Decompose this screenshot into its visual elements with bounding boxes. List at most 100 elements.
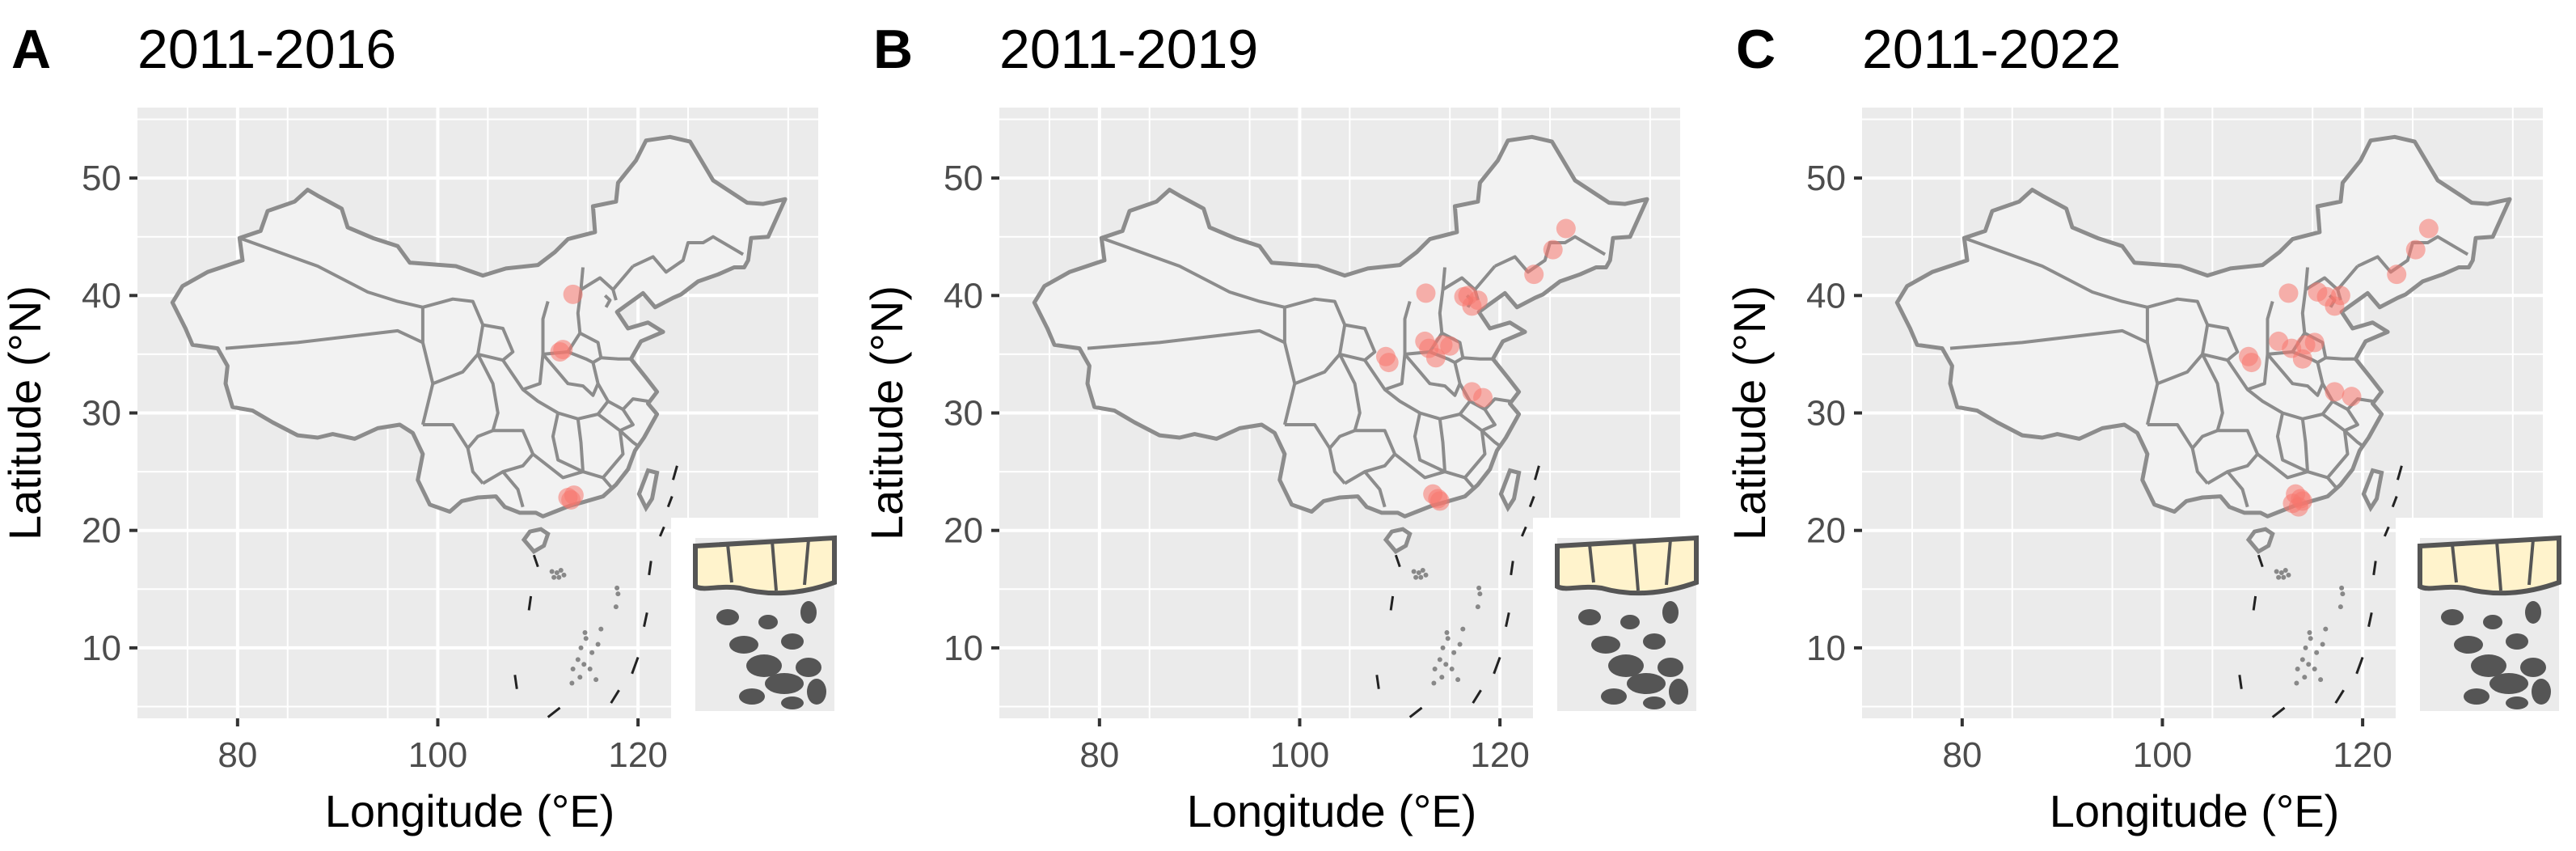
province-border (1339, 323, 1377, 362)
panel-c-letter: C (1736, 19, 1776, 80)
inset-island (2483, 615, 2502, 629)
island-dot (1416, 569, 1421, 575)
province-border (2145, 307, 2160, 426)
island-dot (554, 569, 560, 575)
inset-island (716, 609, 739, 625)
data-point (1473, 387, 1493, 408)
island-dot (549, 569, 555, 574)
data-point (2405, 239, 2426, 260)
data-point (2238, 346, 2258, 366)
nine-dash-line-segment (2367, 612, 2373, 628)
province-border (2226, 301, 2274, 392)
panel-c-axes: 80 100 120 10 20 30 40 50 (1806, 159, 2392, 775)
data-point (2330, 286, 2350, 306)
island-dot (2294, 680, 2299, 686)
island-dot (2320, 641, 2325, 647)
province-border (551, 413, 585, 474)
data-point (2418, 218, 2439, 239)
x-tick-label: 100 (1270, 735, 1329, 775)
x-tick-label: 80 (217, 735, 257, 775)
inset-island (2441, 609, 2464, 625)
island-dot (1423, 572, 1429, 578)
inset-island (729, 636, 758, 654)
inset-border (803, 539, 810, 586)
data-point (550, 342, 570, 362)
province-border (1363, 301, 1412, 392)
panel-c-inset (2396, 518, 2561, 725)
island-dot (2281, 574, 2287, 580)
nine-dash-line-segment (1472, 689, 1482, 704)
province-border (619, 429, 640, 447)
island-dot (589, 650, 595, 655)
x-tick-label: 120 (2333, 735, 2392, 775)
island-dot (1418, 574, 1424, 580)
nine-dash-line-segment (2238, 675, 2243, 689)
nine-dash-line-segment (1510, 561, 1514, 576)
data-point (1425, 348, 1446, 368)
province-border (1441, 267, 1446, 290)
inset-island (1601, 688, 1627, 705)
province-border (1413, 413, 1446, 474)
panel-c-points (2238, 218, 2439, 517)
y-tick-label: 40 (1806, 276, 1846, 315)
nine-dash-line-segment (658, 526, 665, 537)
province-border (1282, 307, 1297, 426)
province-border (603, 294, 612, 308)
panel-a-points (550, 284, 584, 510)
nine-dash-line-segment (2391, 496, 2398, 508)
province-border (531, 452, 584, 480)
y-tick-label: 50 (1806, 159, 1846, 198)
x-tick-label: 120 (608, 735, 667, 775)
panel-b-y-axis-title: Latitude (°N) (861, 286, 912, 540)
inset-border (2495, 540, 2502, 591)
island-dot (578, 645, 584, 650)
inset-mainland (1555, 535, 1699, 596)
province-border (2246, 387, 2334, 421)
island-dot (2323, 626, 2329, 632)
province-border (2266, 353, 2325, 397)
island-dot (2339, 585, 2345, 591)
nine-dash-line-segment (631, 656, 640, 675)
nine-dash-line-segment (643, 612, 648, 628)
inset-island (781, 696, 804, 709)
inset-border (1588, 544, 1595, 583)
province-border (2147, 423, 2209, 485)
nine-dash-line-segment (2383, 526, 2390, 537)
province-border (420, 307, 435, 426)
inset-border (726, 544, 733, 583)
island-dot (598, 626, 604, 632)
nine-dash-line-segment (1375, 675, 1380, 689)
island-dot (2299, 657, 2305, 663)
province-border (541, 353, 600, 397)
island-dot (1457, 641, 1463, 647)
data-point (2288, 497, 2308, 517)
inset-island (2506, 633, 2528, 650)
island-dot (1420, 568, 1425, 574)
inset-island (1669, 679, 1688, 705)
island-dot (1432, 667, 1438, 672)
y-tick-label: 30 (944, 394, 983, 434)
y-tick-label: 30 (82, 394, 121, 434)
island-dot (2337, 604, 2343, 610)
island-dot (575, 657, 581, 663)
island-dot (2314, 650, 2320, 655)
hainan-island (1383, 527, 1413, 555)
y-tick-label: 40 (944, 276, 983, 315)
inset-mainland (693, 535, 837, 596)
inset-mainland (2418, 535, 2561, 596)
nine-dash-line-segment (532, 554, 539, 568)
data-point (1556, 218, 1576, 239)
province-border (2336, 265, 2359, 291)
island-dot (581, 662, 587, 667)
island-dot (2318, 677, 2324, 683)
nine-dash-line-segment (2271, 706, 2286, 718)
inset-island (2520, 658, 2546, 677)
inset-island (1608, 654, 1644, 677)
island-dot (593, 677, 599, 683)
province-border (1363, 470, 1387, 508)
province-border (1328, 353, 1362, 450)
inset-island (2489, 673, 2528, 694)
inset-island (1658, 658, 1683, 677)
taiwan-island (2361, 468, 2384, 513)
province-border (2202, 323, 2240, 362)
